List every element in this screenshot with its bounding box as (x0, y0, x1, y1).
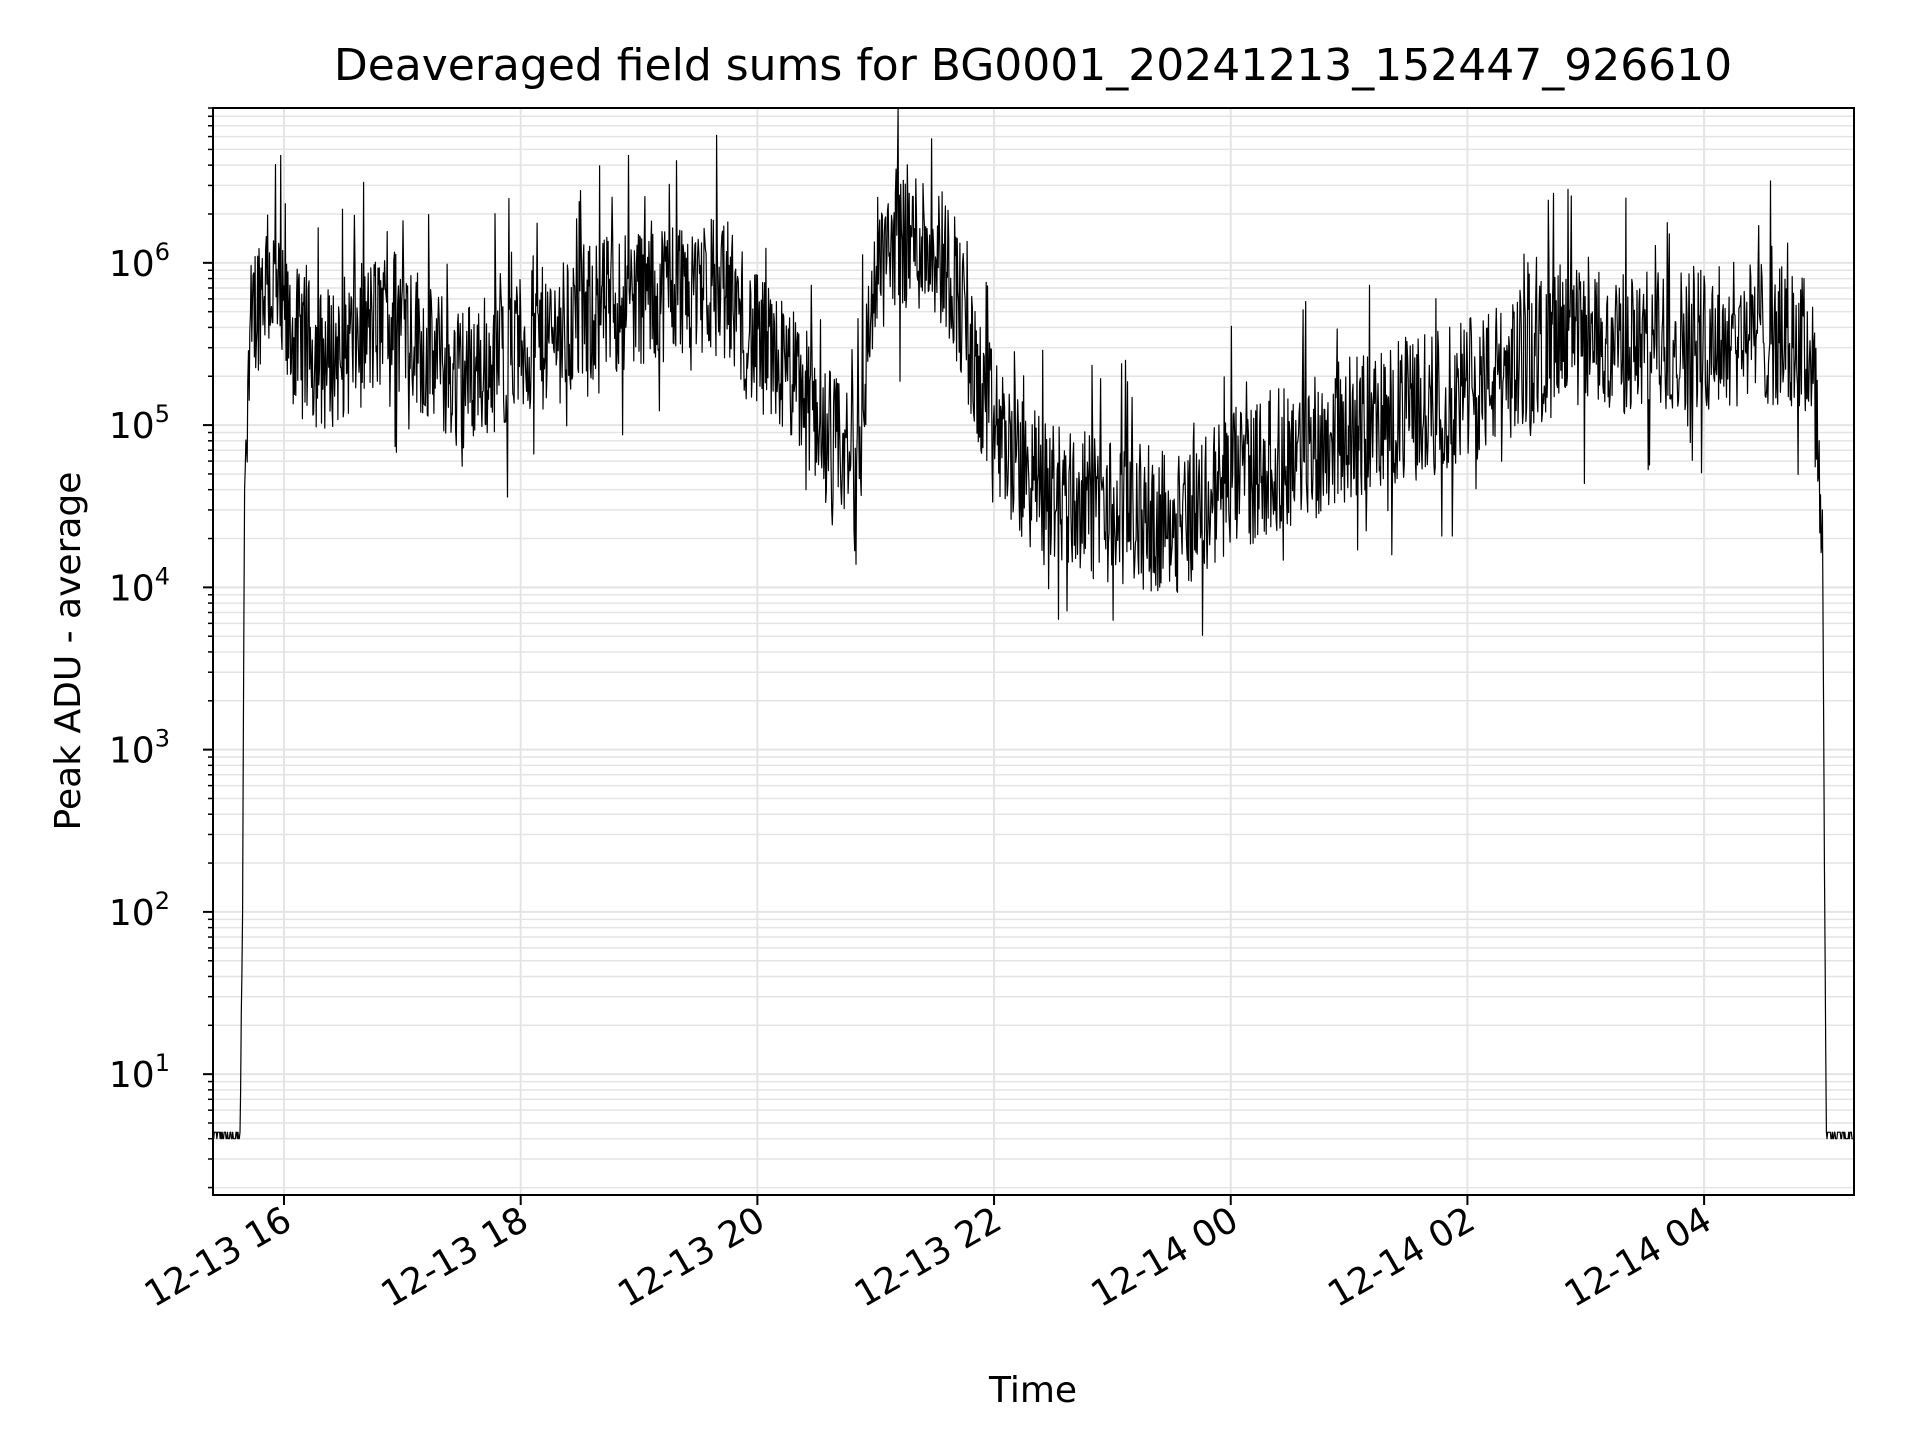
y-tick-label: 104 (109, 562, 170, 609)
y-axis-label: Peak ADU - average (48, 472, 89, 831)
grid (213, 107, 1854, 1195)
y-tick-label: 102 (109, 887, 170, 934)
series-line (212, 107, 1854, 1140)
y-tick-label: 101 (109, 1049, 170, 1096)
y-tick-label: 103 (109, 725, 170, 772)
y-tick-label: 106 (109, 238, 170, 285)
x-axis-label: Time (988, 1370, 1077, 1411)
chart-title: Deaveraged field sums for BG0001_2024121… (334, 40, 1732, 91)
y-tick-label: 105 (109, 400, 170, 447)
y-axis: 101 102 103 104 105 106 (109, 107, 213, 1189)
